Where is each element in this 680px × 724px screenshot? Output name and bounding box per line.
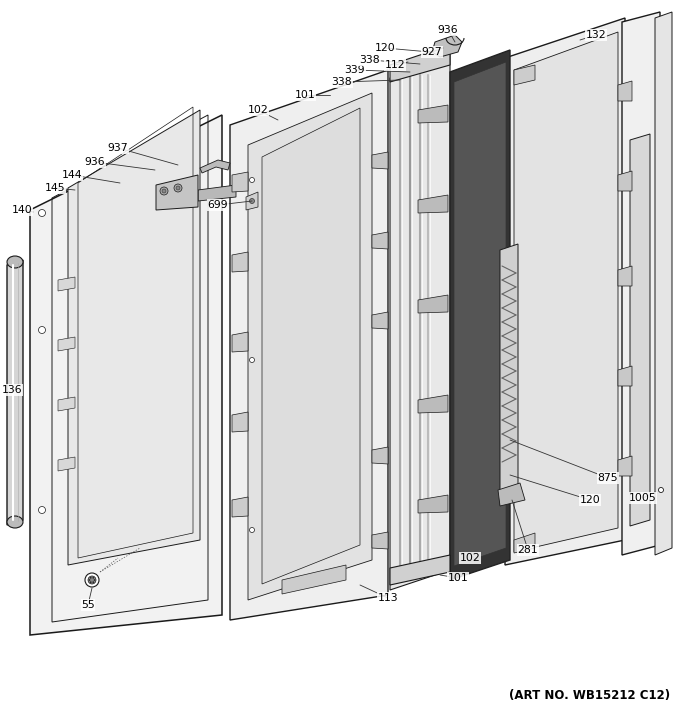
- Polygon shape: [454, 62, 506, 566]
- Text: 120: 120: [375, 43, 395, 53]
- Circle shape: [250, 358, 254, 363]
- Polygon shape: [450, 50, 510, 580]
- Polygon shape: [418, 495, 448, 513]
- Polygon shape: [514, 65, 535, 85]
- Polygon shape: [232, 252, 248, 272]
- Text: 145: 145: [45, 183, 65, 193]
- Ellipse shape: [7, 516, 23, 528]
- Polygon shape: [372, 312, 388, 329]
- Text: 875: 875: [598, 473, 618, 483]
- Polygon shape: [418, 395, 448, 413]
- Circle shape: [88, 579, 90, 581]
- Polygon shape: [262, 108, 360, 584]
- Text: 132: 132: [585, 30, 607, 40]
- Polygon shape: [390, 45, 450, 82]
- Polygon shape: [232, 172, 248, 192]
- Circle shape: [250, 528, 254, 532]
- Polygon shape: [230, 70, 388, 620]
- Circle shape: [250, 177, 254, 182]
- Polygon shape: [248, 93, 372, 600]
- Text: 120: 120: [579, 495, 600, 505]
- Polygon shape: [618, 366, 632, 386]
- Circle shape: [174, 184, 182, 192]
- Circle shape: [39, 209, 46, 216]
- Circle shape: [92, 581, 94, 583]
- Polygon shape: [372, 232, 388, 249]
- Text: (ART NO. WB15212 C12): (ART NO. WB15212 C12): [509, 689, 670, 702]
- Text: 936: 936: [438, 25, 458, 35]
- Circle shape: [176, 186, 180, 190]
- Text: 339: 339: [345, 65, 365, 75]
- Text: 338: 338: [332, 77, 352, 87]
- Text: 937: 937: [107, 143, 129, 153]
- Polygon shape: [514, 533, 535, 553]
- Circle shape: [658, 487, 664, 492]
- Text: 136: 136: [1, 385, 22, 395]
- Polygon shape: [618, 266, 632, 286]
- Circle shape: [94, 579, 95, 581]
- Text: 101: 101: [294, 90, 316, 100]
- Polygon shape: [500, 244, 518, 505]
- Polygon shape: [514, 32, 618, 552]
- Polygon shape: [432, 35, 462, 57]
- Polygon shape: [68, 110, 200, 565]
- Polygon shape: [618, 81, 632, 101]
- Polygon shape: [58, 457, 75, 471]
- Text: 699: 699: [207, 200, 228, 210]
- Circle shape: [88, 576, 96, 584]
- Text: 113: 113: [377, 593, 398, 603]
- Polygon shape: [58, 277, 75, 291]
- Ellipse shape: [7, 256, 23, 268]
- Polygon shape: [246, 192, 258, 210]
- Circle shape: [160, 187, 168, 195]
- Text: 101: 101: [447, 573, 469, 583]
- Text: 102: 102: [248, 105, 269, 115]
- Polygon shape: [200, 160, 230, 173]
- Text: 144: 144: [62, 170, 82, 180]
- Polygon shape: [7, 260, 23, 525]
- Polygon shape: [418, 295, 448, 313]
- Polygon shape: [618, 171, 632, 191]
- Polygon shape: [232, 412, 248, 432]
- Polygon shape: [418, 105, 448, 123]
- Polygon shape: [30, 115, 222, 635]
- Polygon shape: [198, 185, 236, 201]
- Circle shape: [90, 577, 92, 578]
- Circle shape: [90, 581, 92, 583]
- Polygon shape: [282, 565, 346, 594]
- Text: 112: 112: [385, 60, 405, 70]
- Text: 55: 55: [81, 600, 95, 610]
- Polygon shape: [372, 152, 388, 169]
- Polygon shape: [390, 555, 450, 585]
- Circle shape: [39, 507, 46, 513]
- Polygon shape: [232, 497, 248, 517]
- Polygon shape: [58, 337, 75, 351]
- Circle shape: [250, 198, 254, 203]
- Polygon shape: [618, 456, 632, 476]
- Circle shape: [92, 577, 94, 578]
- Polygon shape: [418, 195, 448, 213]
- Polygon shape: [232, 332, 248, 352]
- Text: 1005: 1005: [629, 493, 657, 503]
- Text: 281: 281: [517, 545, 539, 555]
- Circle shape: [162, 189, 166, 193]
- Polygon shape: [58, 397, 75, 411]
- Circle shape: [39, 327, 46, 334]
- Text: 102: 102: [460, 553, 480, 563]
- Polygon shape: [505, 18, 625, 565]
- Text: 936: 936: [85, 157, 105, 167]
- Polygon shape: [655, 12, 672, 555]
- Text: 338: 338: [360, 55, 380, 65]
- Polygon shape: [156, 175, 198, 210]
- Polygon shape: [372, 447, 388, 464]
- Circle shape: [85, 573, 99, 587]
- Text: 140: 140: [12, 205, 33, 215]
- Polygon shape: [630, 134, 650, 526]
- Polygon shape: [372, 532, 388, 549]
- Text: 927: 927: [422, 47, 442, 57]
- Polygon shape: [498, 483, 525, 506]
- Polygon shape: [622, 12, 660, 555]
- Polygon shape: [390, 52, 450, 590]
